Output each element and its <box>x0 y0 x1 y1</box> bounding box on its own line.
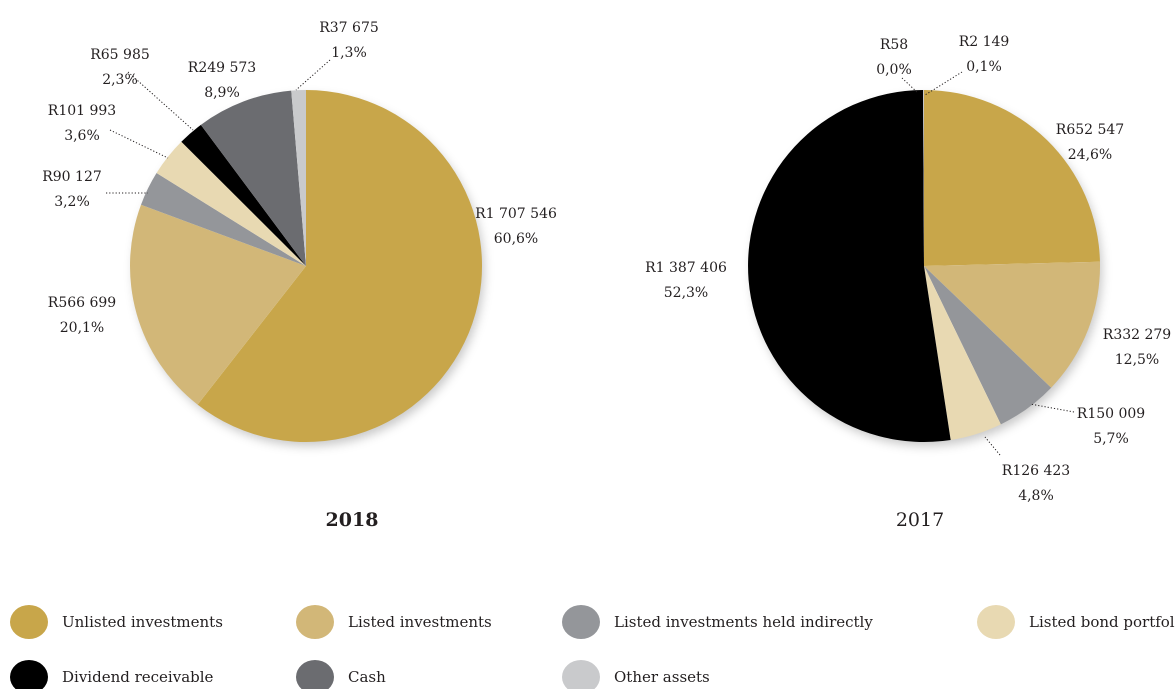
slice-percent-label-dividend: 52,3% <box>664 285 708 301</box>
slice-amount-label-cash: R249 573 <box>188 60 256 76</box>
slice-percent-label-other: 0,1% <box>966 59 1002 75</box>
chart-title-2017: 2017 <box>896 509 944 531</box>
leader-line-bond <box>109 129 169 159</box>
slice-percent-label-unlisted: 24,6% <box>1068 147 1112 163</box>
legend: Unlisted investments Listed investments Li… <box>10 605 1175 689</box>
slice-amount-label-bond: R126 423 <box>1002 463 1070 479</box>
pie-slice-cash <box>200 90 306 267</box>
legend-label-indirect: Listed investments held indirectly <box>614 613 873 631</box>
pie-slice-other <box>923 89 924 266</box>
pie-slice-indirect <box>141 173 306 266</box>
pie-slice-bond <box>156 141 306 266</box>
slice-amount-label-dividend: R65 985 <box>90 47 150 63</box>
legend-swatch-listed <box>296 605 334 639</box>
legend-label-cash: Cash <box>348 668 386 686</box>
leader-line-other <box>295 59 331 91</box>
slice-amount-label-other: R37 675 <box>319 20 379 36</box>
slice-amount-label-cash: R58 <box>880 37 908 53</box>
leader-line-bond <box>984 436 1001 456</box>
slice-percent-label-cash: 8,9% <box>204 85 240 101</box>
slice-percent-label-other: 1,3% <box>331 45 367 61</box>
legend-swatch-other <box>562 660 600 689</box>
slice-amount-label-listed: R332 279 <box>1103 327 1171 343</box>
leader-line-cash <box>901 77 919 94</box>
chart-title-2018: 2018 <box>326 509 379 531</box>
pie-slice-listed <box>924 261 1101 388</box>
legend-label-other: Other assets <box>614 668 710 686</box>
slice-amount-label-indirect: R150 009 <box>1077 406 1145 422</box>
slice-amount-label-listed: R566 699 <box>48 295 116 311</box>
legend-swatch-unlisted <box>10 605 48 639</box>
slice-amount-label-unlisted: R652 547 <box>1056 122 1124 138</box>
pie-labels-2018: R1 707 546 60,6% R566 699 20,1% R90 127 3,2% R… <box>42 20 557 336</box>
slice-amount-label-bond: R101 993 <box>48 103 116 119</box>
pie-slice-unlisted <box>197 90 483 443</box>
legend-label-dividend: Dividend receivable <box>62 668 214 686</box>
slice-percent-label-bond: 4,8% <box>1018 488 1054 504</box>
pie-slice-cash <box>923 89 924 266</box>
leader-line-other <box>924 71 963 96</box>
pie-slice-unlisted <box>924 90 1100 266</box>
slice-amount-label-unlisted: R1 707 546 <box>475 206 557 222</box>
leader-line-indirect <box>1029 403 1075 413</box>
pie-chart-2018 <box>130 90 483 443</box>
pie-slice-indirect <box>924 266 1052 425</box>
legend-swatch-bond <box>977 605 1015 639</box>
pie-slice-other <box>291 90 306 266</box>
pie-slice-dividend <box>181 124 306 266</box>
slice-percent-label-unlisted: 60,6% <box>494 231 538 247</box>
slice-percent-label-indirect: 3,2% <box>54 194 90 210</box>
legend-swatch-cash <box>296 660 334 689</box>
legend-label-unlisted: Unlisted investments <box>62 613 223 631</box>
legend-label-bond: Listed bond portfolio <box>1029 613 1175 631</box>
slice-percent-label-dividend: 2,3% <box>102 72 138 88</box>
pie-chart-2017 <box>748 89 1101 442</box>
slice-amount-label-indirect: R90 127 <box>42 169 102 185</box>
slice-percent-label-listed: 12,5% <box>1115 352 1159 368</box>
pie-labels-2017: R652 547 24,6% R332 279 12,5% R150 009 5,7% R1… <box>645 34 1171 504</box>
slice-amount-label-other: R2 149 <box>959 34 1010 50</box>
slice-amount-label-dividend: R1 387 406 <box>645 260 727 276</box>
legend-swatch-indirect <box>562 605 600 639</box>
slice-percent-label-listed: 20,1% <box>60 320 104 336</box>
slice-percent-label-cash: 0,0% <box>876 62 912 78</box>
legend-label-listed: Listed investments <box>348 613 492 631</box>
pie-slice-listed <box>130 204 306 405</box>
slice-percent-label-indirect: 5,7% <box>1093 431 1129 447</box>
slice-percent-label-bond: 3,6% <box>64 128 100 144</box>
legend-swatch-dividend <box>10 660 48 689</box>
pie-slice-dividend <box>748 90 951 442</box>
pie-slice-bond <box>924 266 1001 440</box>
